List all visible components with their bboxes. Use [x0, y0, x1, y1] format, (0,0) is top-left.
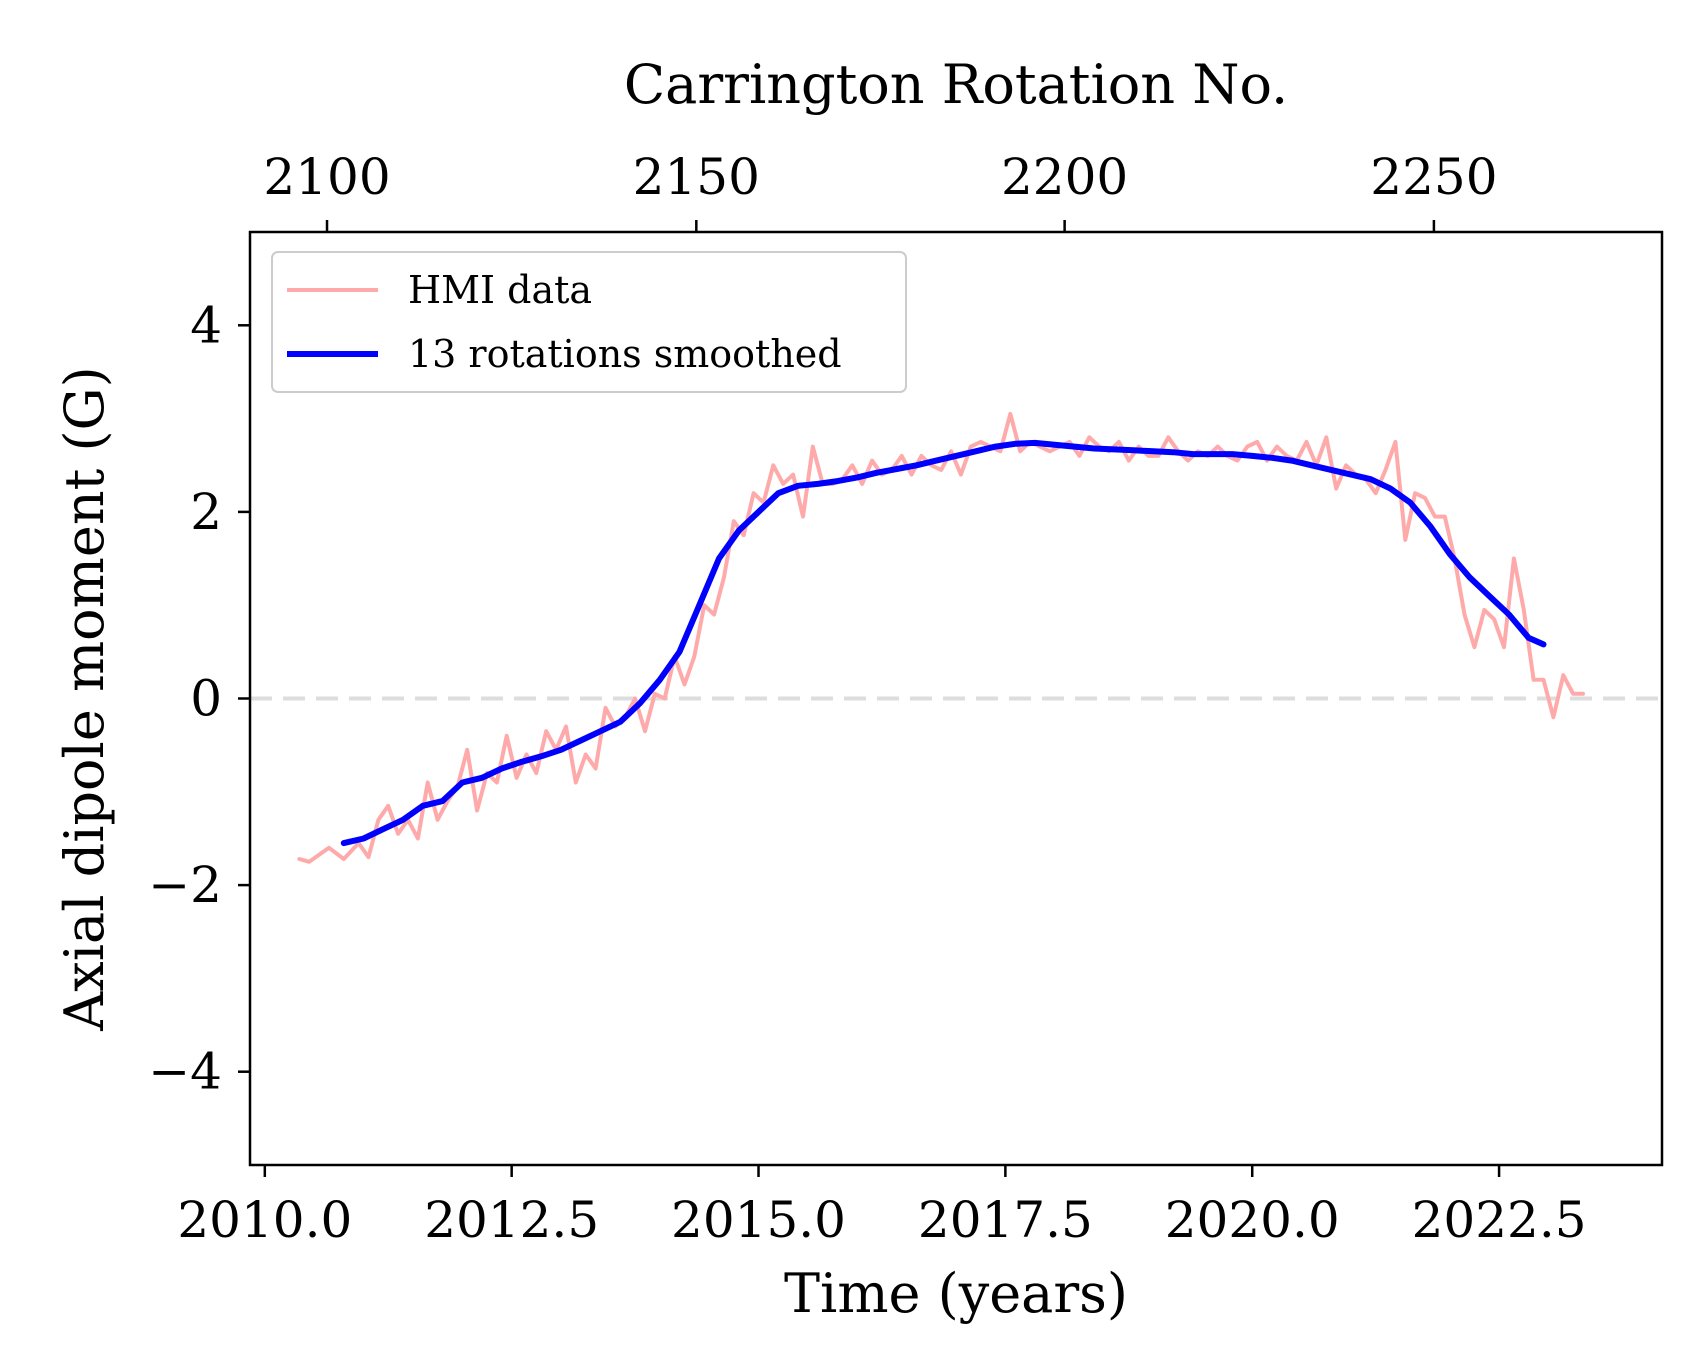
x-tick-label: 2012.5: [424, 1191, 599, 1249]
x-tick-label: 2022.5: [1412, 1191, 1587, 1249]
y-tick-label: 2: [190, 483, 222, 541]
x-tick-label: 2017.5: [918, 1191, 1093, 1249]
top-tick-label: 2250: [1370, 148, 1497, 206]
legend: HMI data 13 rotations smoothed: [271, 251, 907, 393]
top-tick-label: 2100: [263, 148, 390, 206]
top-tick-label: 2150: [633, 148, 760, 206]
y-tick-label: 0: [190, 670, 222, 728]
y-tick-label: 4: [190, 296, 222, 354]
x-tick-label: 2020.0: [1165, 1191, 1340, 1249]
y-tick-label: −4: [148, 1043, 222, 1101]
series-line-smoothed: [340, 439, 1547, 847]
x-tick-label: 2010.0: [177, 1191, 352, 1249]
legend-label-hmi: HMI data: [408, 268, 592, 312]
series-layer: [297, 411, 1585, 864]
x-tick-label: 2015.0: [671, 1191, 846, 1249]
x-axis-title: Time (years): [784, 1262, 1128, 1325]
legend-label-smoothed: 13 rotations smoothed: [408, 332, 842, 376]
tick-layer: 2010.0 2012.5 2015.0 2017.5 2020.0 2022.5 −4 −2…: [148, 148, 1586, 1249]
legend-box: [271, 251, 907, 393]
y-axis-title: Axial dipole moment (G): [53, 366, 116, 1031]
top-tick-label: 2200: [1001, 148, 1128, 206]
top-axis-title: Carrington Rotation No.: [624, 53, 1288, 116]
y-tick-label: −2: [148, 856, 222, 914]
